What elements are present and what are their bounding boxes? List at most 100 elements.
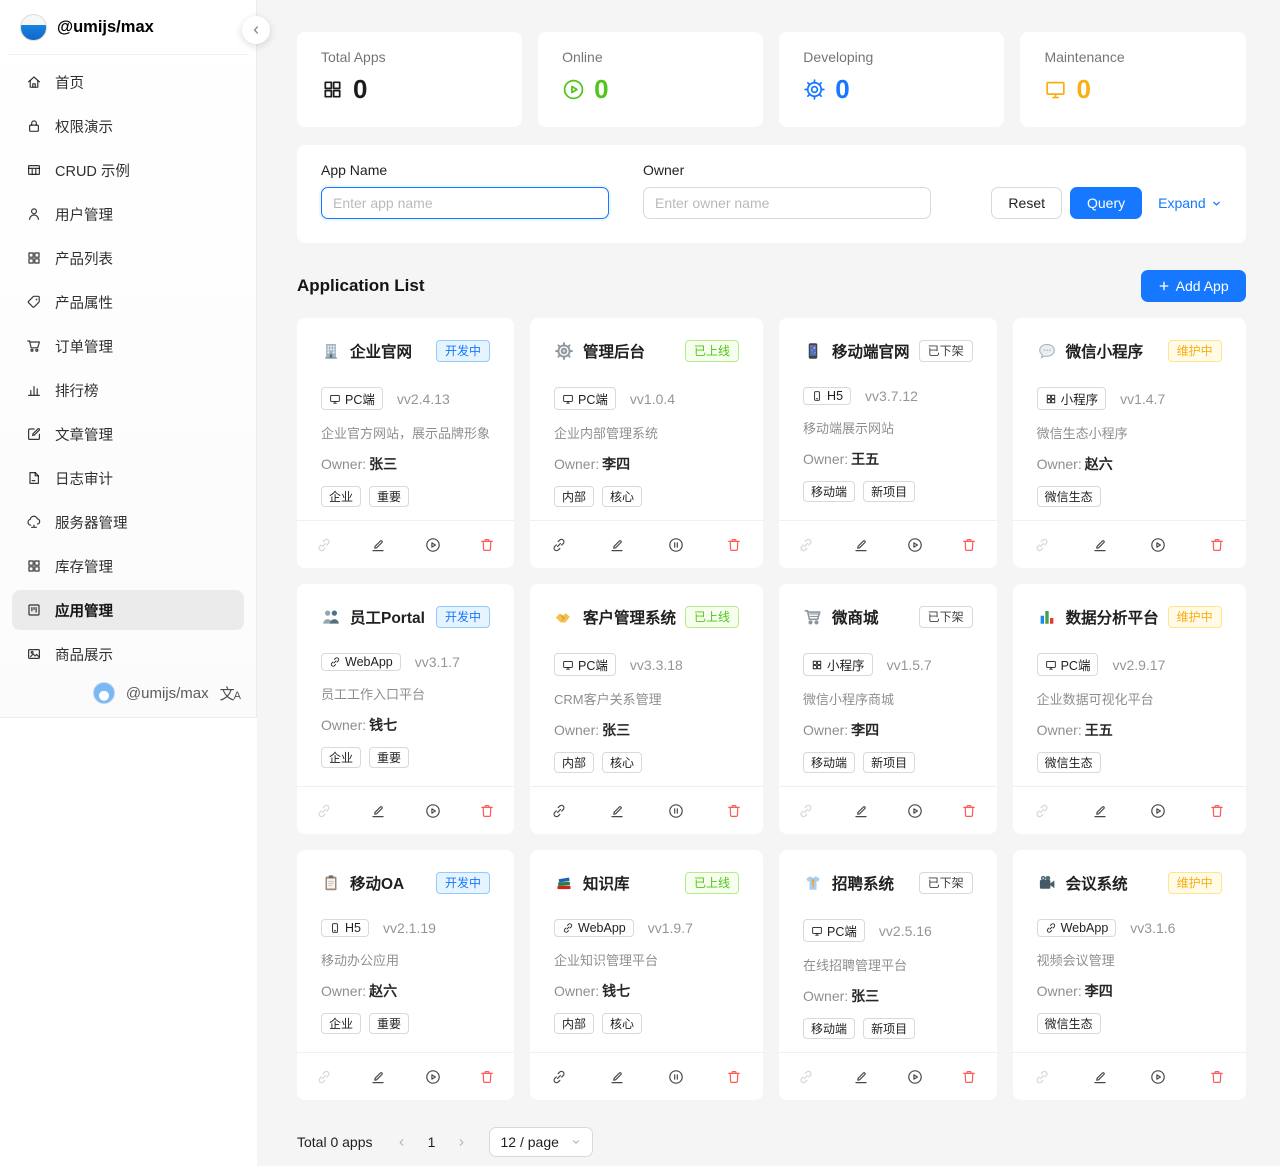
owner-name: 赵六 <box>369 983 398 999</box>
sidebar-item-2[interactable]: 权限演示 <box>12 106 244 146</box>
pause-circle-icon <box>668 1069 684 1085</box>
sidebar-item-12[interactable]: 库存管理 <box>12 546 244 586</box>
owner-name: 李四 <box>851 722 880 738</box>
delete-app-button[interactable] <box>942 537 996 553</box>
appstore-icon <box>321 78 344 101</box>
app-version: vv3.7.12 <box>865 388 918 404</box>
edit-app-button[interactable] <box>1071 803 1129 819</box>
open-link-button[interactable] <box>530 1069 588 1085</box>
open-link-button[interactable] <box>1013 803 1071 819</box>
sidebar-item-label: 权限演示 <box>55 119 113 136</box>
delete-app-button[interactable] <box>705 1069 763 1085</box>
sidebar-item-14[interactable]: 商品展示 <box>12 634 244 674</box>
toggle-status-button[interactable] <box>888 1069 942 1085</box>
app-tags: 移动端 新项目 <box>803 752 973 773</box>
owner-name: 张三 <box>369 456 398 472</box>
app-description: 移动办公应用 <box>321 953 400 968</box>
open-link-button[interactable] <box>530 803 588 819</box>
sidebar-item-3[interactable]: CRUD 示例 <box>12 150 244 190</box>
edit-app-button[interactable] <box>588 537 646 553</box>
toggle-status-button[interactable] <box>1129 803 1187 819</box>
app-owner: Owner: 钱七 <box>321 715 490 735</box>
edit-app-button[interactable] <box>1071 1069 1129 1085</box>
edit-app-button[interactable] <box>588 1069 646 1085</box>
edit-app-button[interactable] <box>1071 537 1129 553</box>
sidebar-item-4[interactable]: 用户管理 <box>12 194 244 234</box>
expand-toggle[interactable]: Expand <box>1158 195 1221 211</box>
edit-app-button[interactable] <box>833 537 887 553</box>
delete-app-button[interactable] <box>942 1069 996 1085</box>
delete-app-button[interactable] <box>1187 537 1245 553</box>
sidebar-item-1[interactable]: 首页 <box>12 62 244 102</box>
sidebar-item-7[interactable]: 订单管理 <box>12 326 244 366</box>
sidebar-item-9[interactable]: 文章管理 <box>12 414 244 454</box>
delete-app-button[interactable] <box>460 1069 514 1085</box>
toggle-status-button[interactable] <box>647 1069 705 1085</box>
toggle-status-button[interactable] <box>888 803 942 819</box>
toggle-status-button[interactable] <box>406 1069 460 1085</box>
app-tags: 内部 核心 <box>554 486 739 507</box>
app-tag: 重要 <box>369 1013 410 1034</box>
user-name[interactable]: @umijs/max <box>125 684 209 702</box>
app-name: 客户管理系统 <box>583 610 677 627</box>
owner-input[interactable] <box>643 187 931 219</box>
edit-icon <box>853 1069 869 1085</box>
app-description: 企业内部管理系统 <box>554 426 659 441</box>
platform-label: PC端 <box>578 393 608 407</box>
edit-app-button[interactable] <box>833 803 887 819</box>
pagination-page-1[interactable]: 1 <box>427 1134 436 1150</box>
delete-app-button[interactable] <box>705 803 763 819</box>
reset-button[interactable]: Reset <box>991 187 1062 219</box>
open-link-button[interactable] <box>530 537 588 553</box>
edit-app-button[interactable] <box>351 803 405 819</box>
toggle-status-button[interactable] <box>1129 537 1187 553</box>
open-link-button[interactable] <box>779 537 833 553</box>
toggle-status-button[interactable] <box>647 537 705 553</box>
owner-label: Owner: <box>554 722 600 738</box>
app-name-input[interactable] <box>321 187 609 219</box>
delete-app-button[interactable] <box>460 537 514 553</box>
delete-app-button[interactable] <box>1187 803 1245 819</box>
delete-app-button[interactable] <box>460 803 514 819</box>
sidebar-item-8[interactable]: 排行榜 <box>12 370 244 410</box>
toggle-status-button[interactable] <box>1129 1069 1187 1085</box>
sidebar-collapse-button[interactable] <box>242 16 270 44</box>
sidebar-item-6[interactable]: 产品属性 <box>12 282 244 322</box>
app-tag: 内部 <box>554 486 595 507</box>
add-app-button[interactable]: Add App <box>1140 270 1246 302</box>
user-avatar[interactable] <box>92 682 115 704</box>
open-link-button[interactable] <box>297 1069 351 1085</box>
open-link-button[interactable] <box>297 537 351 553</box>
pagination-prev-button[interactable] <box>387 1127 417 1157</box>
pagination-next-button[interactable] <box>447 1127 477 1157</box>
edit-app-button[interactable] <box>351 537 405 553</box>
app-actions <box>1012 1052 1246 1100</box>
toggle-status-button[interactable] <box>406 537 460 553</box>
sidebar-item-5[interactable]: 产品列表 <box>12 238 244 278</box>
open-link-button[interactable] <box>779 1069 833 1085</box>
edit-icon <box>609 1069 625 1085</box>
toggle-status-button[interactable] <box>406 803 460 819</box>
open-link-button[interactable] <box>1013 537 1071 553</box>
open-link-button[interactable] <box>779 803 833 819</box>
toggle-status-button[interactable] <box>888 537 942 553</box>
platform-tag: PC端 <box>803 919 865 942</box>
sidebar-item-11[interactable]: 服务器管理 <box>12 502 244 542</box>
sidebar-item-13[interactable]: 应用管理 <box>12 590 244 630</box>
delete-app-button[interactable] <box>1187 1069 1245 1085</box>
open-link-button[interactable] <box>297 803 351 819</box>
sidebar-item-10[interactable]: 日志审计 <box>12 458 244 498</box>
delete-icon <box>1209 537 1225 553</box>
query-button[interactable]: Query <box>1070 187 1143 219</box>
delete-app-button[interactable] <box>942 803 996 819</box>
app-description: 视频会议管理 <box>1036 953 1115 968</box>
translate-icon[interactable]: 文A <box>219 685 241 703</box>
toggle-status-button[interactable] <box>647 803 705 819</box>
edit-app-button[interactable] <box>588 803 646 819</box>
delete-app-button[interactable] <box>705 537 763 553</box>
open-link-button[interactable] <box>1013 1069 1071 1085</box>
page-size-select[interactable]: 12 / page <box>488 1127 593 1157</box>
edit-app-button[interactable] <box>833 1069 887 1085</box>
edit-app-button[interactable] <box>351 1069 405 1085</box>
platform-tag: WebApp <box>1036 919 1117 937</box>
